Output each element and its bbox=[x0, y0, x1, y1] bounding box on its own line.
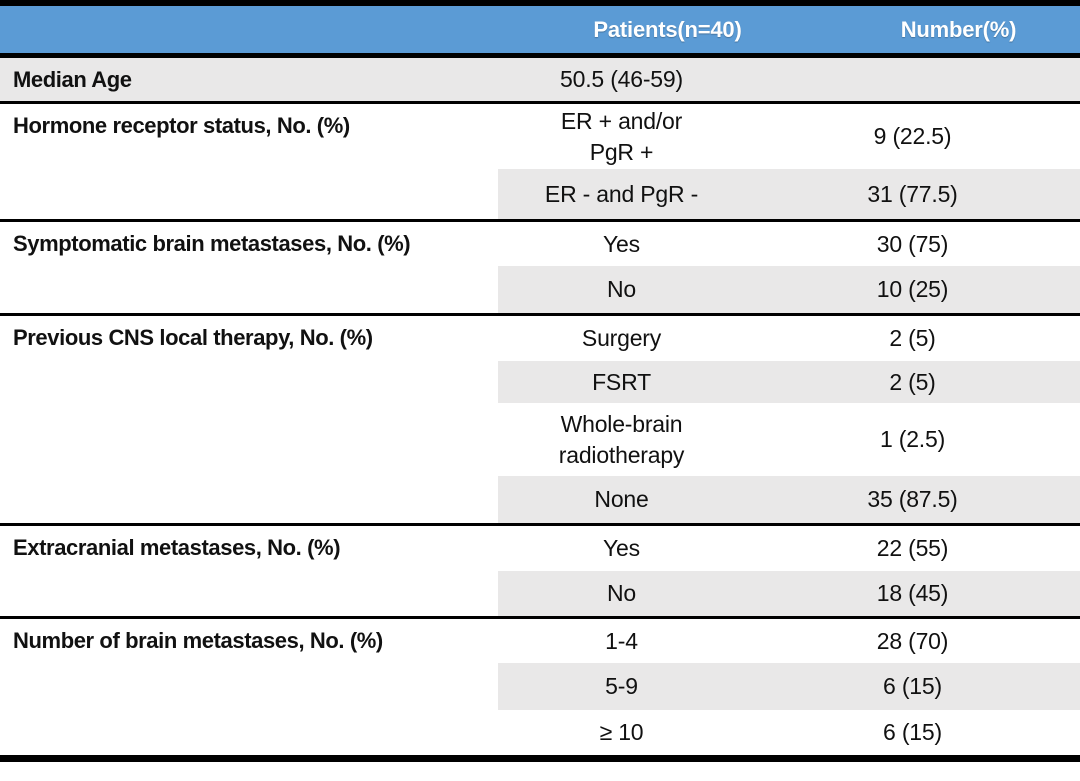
row-label: Number of brain metastases, No. (%) bbox=[13, 627, 383, 653]
section-hormone-receptor-status: Hormone receptor status, No. (%) ER + an… bbox=[0, 101, 1080, 219]
row-number bbox=[745, 58, 1080, 101]
row-value: ER + and/or PgR + bbox=[560, 107, 683, 165]
row-value: Surgery bbox=[581, 325, 662, 351]
table-row: None 35 (87.5) bbox=[498, 476, 1080, 523]
table-row: Surgery 2 (5) bbox=[498, 316, 1080, 361]
row-label: Previous CNS local therapy, No. (%) bbox=[13, 324, 373, 350]
section-previous-cns-local-therapy: Previous CNS local therapy, No. (%) Surg… bbox=[0, 313, 1080, 523]
table-header-row: Patients(n=40) Number(%) bbox=[0, 6, 1080, 53]
table-row: FSRT 2 (5) bbox=[498, 361, 1080, 403]
row-number: 35 (87.5) bbox=[867, 486, 958, 512]
column-header-patients: Patients(n=40) bbox=[593, 16, 742, 42]
row-value: Yes bbox=[603, 535, 640, 561]
row-value: 5-9 bbox=[605, 673, 638, 699]
row-number: 30 (75) bbox=[876, 230, 949, 257]
row-number: 31 (77.5) bbox=[867, 180, 958, 207]
row-value: Whole-brain radiotherapy bbox=[558, 410, 685, 468]
patient-characteristics-table: Patients(n=40) Number(%) Median Age 50.5… bbox=[0, 0, 1080, 762]
table-body: Median Age 50.5 (46-59) Hormone receptor… bbox=[0, 58, 1080, 755]
section-number-of-brain-metastases: Number of brain metastases, No. (%) 1-4 … bbox=[0, 616, 1080, 755]
table-row: 5-9 6 (15) bbox=[498, 663, 1080, 710]
row-number: 6 (15) bbox=[883, 673, 942, 699]
table-row: No 18 (45) bbox=[498, 571, 1080, 616]
table-row: ER + and/or PgR + 9 (22.5) bbox=[498, 104, 1080, 169]
table-row: Yes 30 (75) bbox=[498, 222, 1080, 266]
row-label: Hormone receptor status, No. (%) bbox=[13, 112, 350, 138]
row-value: No bbox=[606, 580, 636, 606]
section-symptomatic-brain-metastases: Symptomatic brain metastases, No. (%) Ye… bbox=[0, 219, 1080, 313]
table-row: Yes 22 (55) bbox=[498, 526, 1080, 571]
row-number: 2 (5) bbox=[889, 368, 936, 395]
row-number: 22 (55) bbox=[876, 535, 949, 561]
row-label: Symptomatic brain metastases, No. (%) bbox=[13, 230, 411, 256]
table-top-rule bbox=[0, 0, 1080, 6]
row-value: 50.5 (46-59) bbox=[560, 66, 683, 92]
row-number: 1 (2.5) bbox=[879, 426, 946, 452]
row-value: 1-4 bbox=[605, 627, 638, 654]
row-value: None bbox=[594, 486, 649, 512]
table-row: Whole-brain radiotherapy 1 (2.5) bbox=[498, 403, 1080, 476]
row-value: ER - and PgR - bbox=[544, 180, 699, 207]
row-value: FSRT bbox=[592, 368, 651, 395]
row-number: 2 (5) bbox=[889, 325, 936, 351]
table-row: No 10 (25) bbox=[498, 266, 1080, 313]
row-number: 10 (25) bbox=[876, 276, 949, 302]
column-header-number: Number(%) bbox=[900, 16, 1017, 42]
row-number: 6 (15) bbox=[883, 719, 942, 745]
row-value: ≥ 10 bbox=[599, 719, 644, 745]
row-value: No bbox=[606, 276, 636, 302]
row-number: 28 (70) bbox=[876, 627, 949, 654]
table-row: 1-4 28 (70) bbox=[498, 619, 1080, 663]
header-bottom-rule bbox=[0, 53, 1080, 58]
table-row: ER - and PgR - 31 (77.5) bbox=[498, 169, 1080, 219]
table-row: ≥ 10 6 (15) bbox=[498, 710, 1080, 755]
row-number: 18 (45) bbox=[876, 580, 949, 606]
row-number: 9 (22.5) bbox=[873, 123, 952, 149]
row-label: Extracranial metastases, No. (%) bbox=[13, 534, 341, 560]
table-bottom-rule bbox=[0, 755, 1080, 762]
row-label: Median Age bbox=[13, 66, 132, 92]
section-extracranial-metastases: Extracranial metastases, No. (%) Yes 22 … bbox=[0, 523, 1080, 616]
table-row: 50.5 (46-59) bbox=[498, 58, 1080, 101]
row-value: Yes bbox=[603, 230, 640, 257]
section-median-age: Median Age 50.5 (46-59) bbox=[0, 58, 1080, 101]
